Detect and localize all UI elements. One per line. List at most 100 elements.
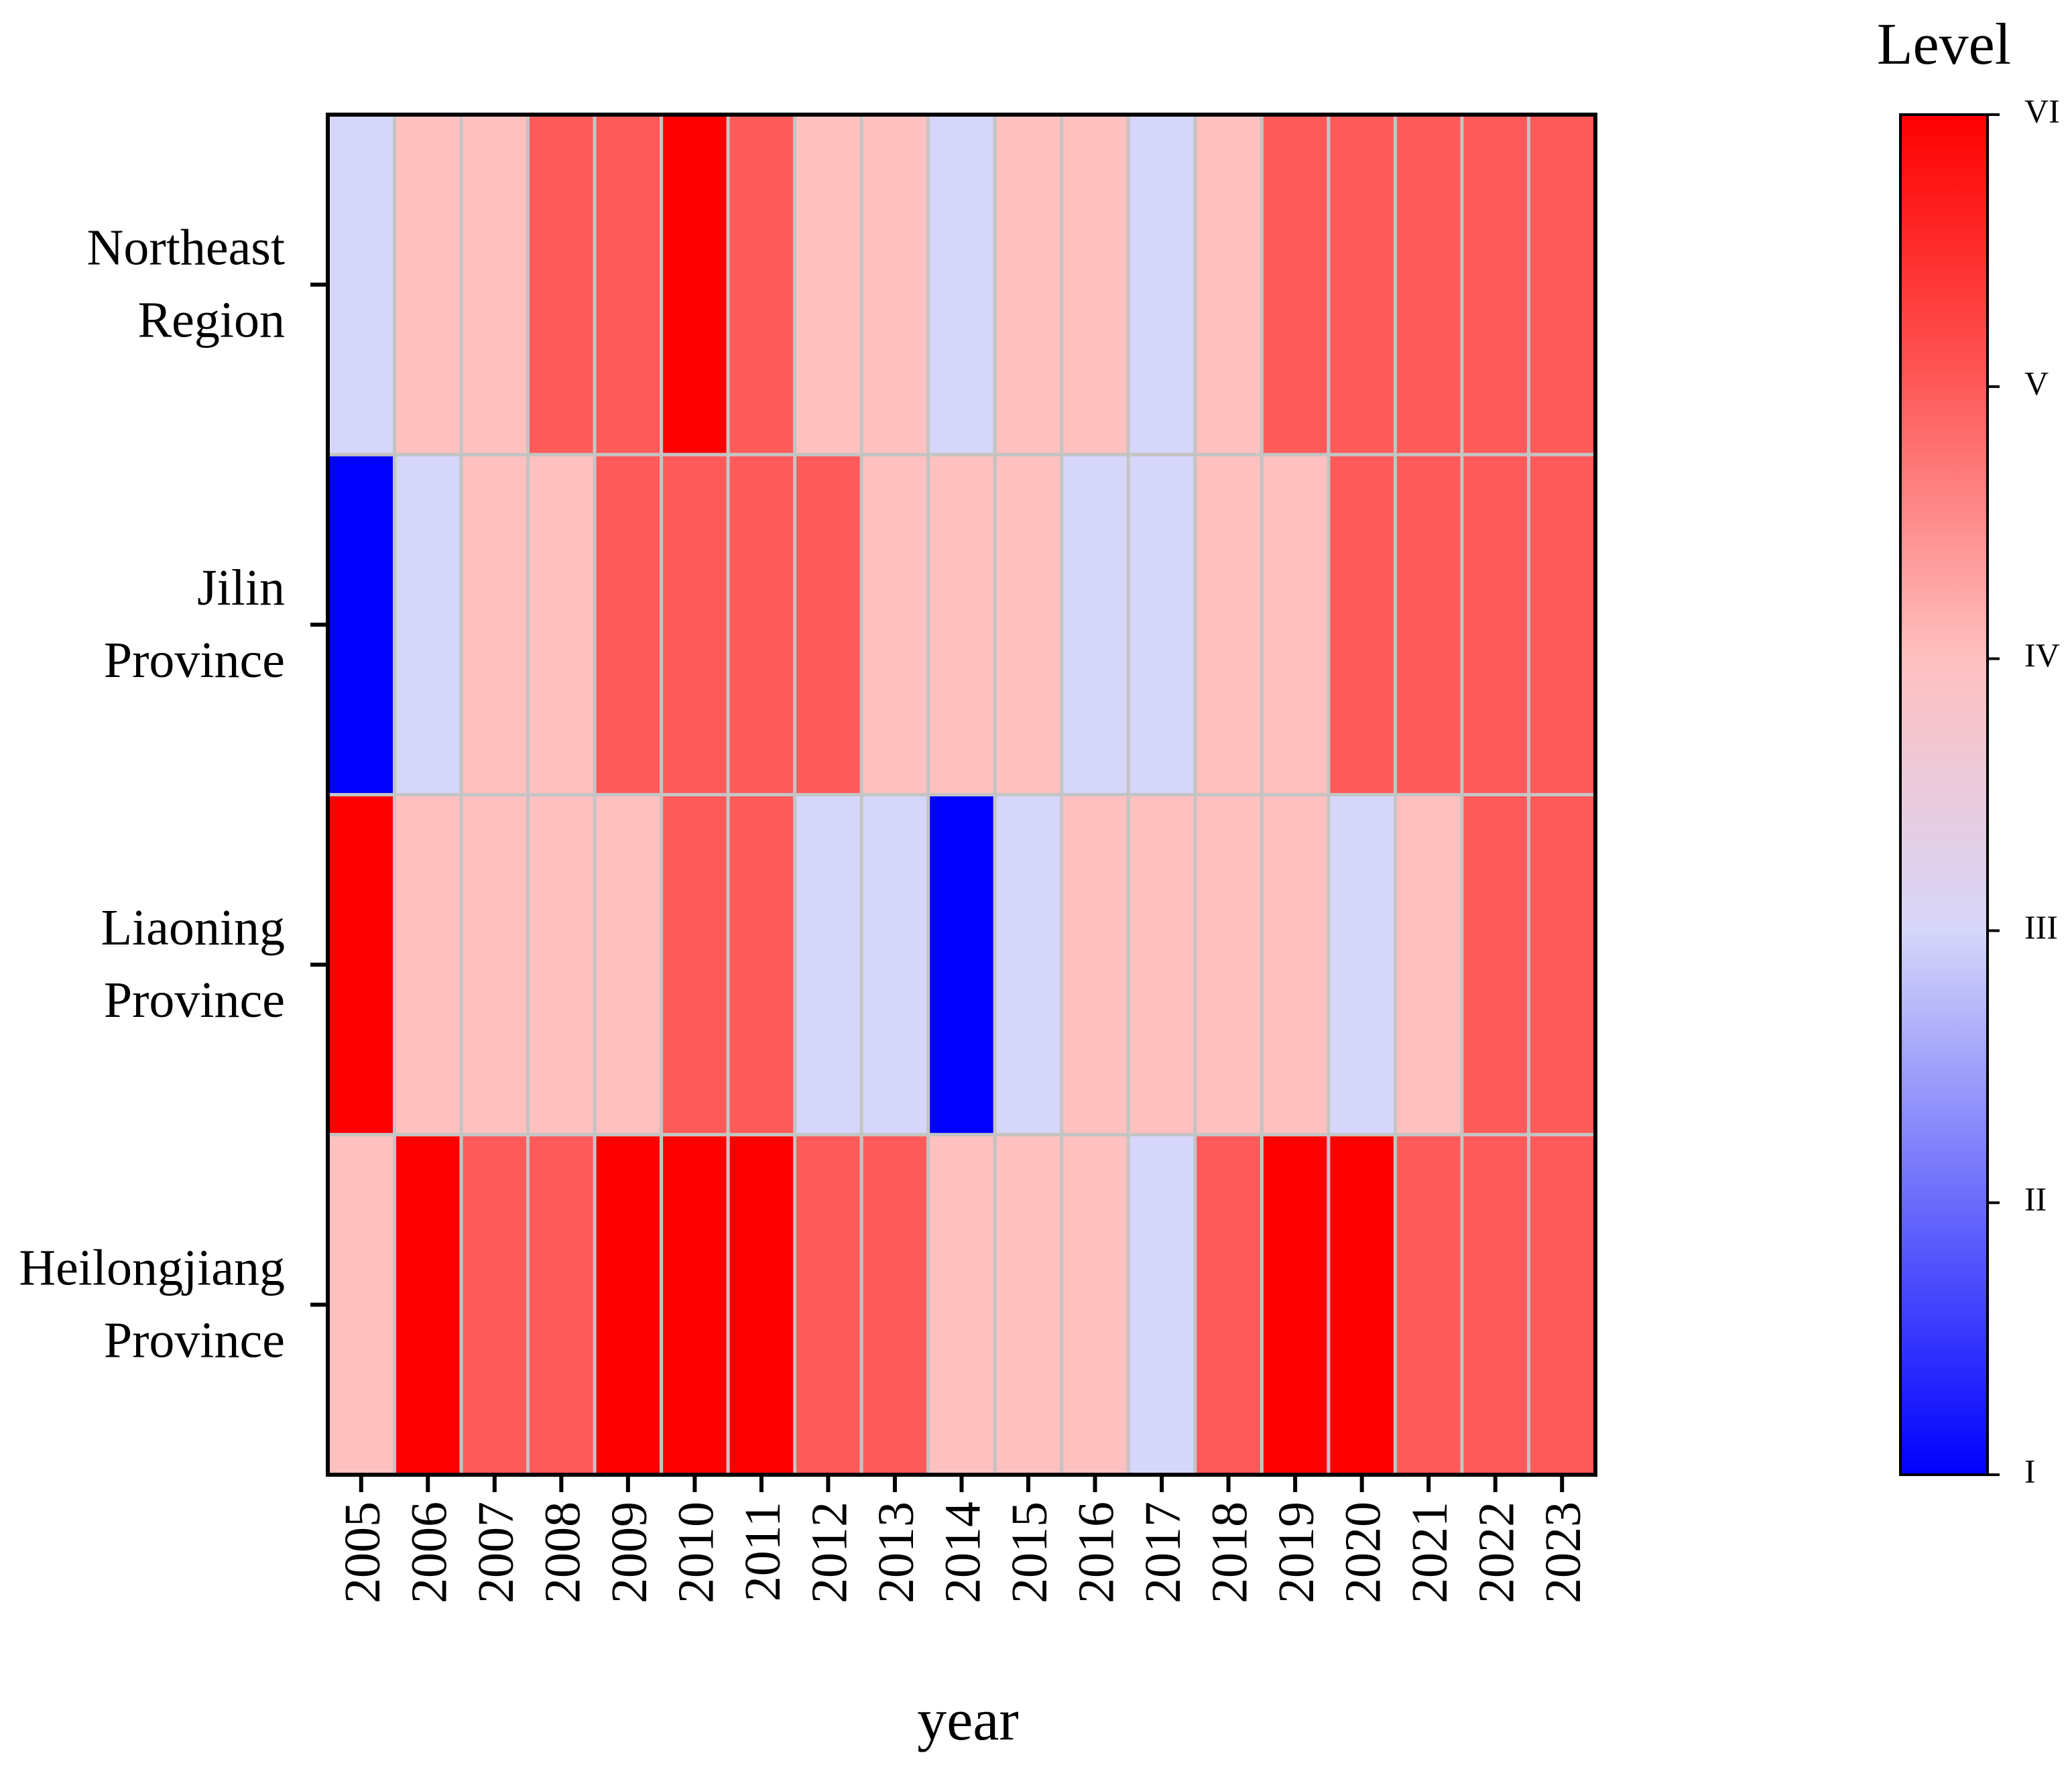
heatmap-cell [1526, 793, 1597, 1137]
x-tick-label: 2010 [668, 1502, 724, 1603]
heatmap-cell [926, 793, 997, 1137]
heatmap-cell [793, 452, 863, 796]
heatmap-cell [1260, 1133, 1331, 1477]
heatmap-cell [1526, 1133, 1597, 1477]
heatmap-cell [726, 452, 797, 796]
colorbar-tick-label: V [2024, 364, 2049, 402]
x-tick-label: 2008 [534, 1502, 591, 1603]
heatmap-cell [526, 113, 597, 456]
y-tick-label: Jilin [197, 560, 285, 616]
x-tick-label: 2018 [1202, 1502, 1258, 1603]
heatmap-cell [1327, 1133, 1397, 1477]
heatmap-cell [1060, 1133, 1130, 1477]
heatmap-cell [393, 1133, 463, 1477]
heatmap-cell [926, 113, 997, 456]
heatmap-cell [726, 1133, 797, 1477]
y-tick-label: Heilongjiang [19, 1239, 285, 1296]
heatmap-cell [459, 1133, 530, 1477]
heatmap-cell [1460, 452, 1530, 796]
colorbar-title: Level [1877, 12, 2011, 77]
colorbar [1899, 113, 1989, 1476]
x-tick-label: 2013 [868, 1502, 924, 1603]
heatmap-cell [459, 452, 530, 796]
y-tick-label: Province [104, 1312, 285, 1368]
heatmap-cell [660, 1133, 730, 1477]
x-axis-label: year [917, 1688, 1018, 1753]
x-tick-label: 2023 [1535, 1502, 1591, 1603]
heatmap-cell [993, 793, 1064, 1137]
heatmap-cell [660, 113, 730, 456]
x-tick-label: 2017 [1135, 1502, 1191, 1603]
heatmap-cell [1126, 793, 1197, 1137]
y-tick-label: Liaoning [101, 900, 285, 956]
heatmap-cell [726, 793, 797, 1137]
heatmap-cell [1193, 793, 1264, 1137]
heatmap-cell [1126, 113, 1197, 456]
heatmap-cell [393, 793, 463, 1137]
x-tick-label: 2015 [1001, 1502, 1058, 1603]
colorbar-tick-label: III [2024, 908, 2058, 946]
heatmap-cell [1393, 113, 1464, 456]
heatmap-cell [793, 1133, 863, 1477]
heatmap-cell [1327, 452, 1397, 796]
y-tick-label: Province [104, 632, 285, 688]
heatmap-cell [393, 113, 463, 456]
heatmap-cell [326, 1133, 397, 1477]
heatmap-cell [660, 793, 730, 1137]
heatmap-cell [1393, 1133, 1464, 1477]
heatmap-cell [859, 113, 930, 456]
heatmap-cell [726, 113, 797, 456]
x-tick-label: 2020 [1335, 1502, 1392, 1603]
y-tick-label: Province [104, 972, 285, 1028]
heatmap-cell [1126, 452, 1197, 796]
heatmap-cell [859, 452, 930, 796]
heatmap-cell [1260, 113, 1331, 456]
heatmap-cell [1193, 113, 1264, 456]
heatmap-cell [660, 452, 730, 796]
heatmap-cell [993, 452, 1064, 796]
colorbar-tick-label: I [2024, 1452, 2036, 1489]
heatmap-cell [1460, 1133, 1530, 1477]
colorbar-tick-label: II [2024, 1180, 2047, 1218]
heatmap-cell [326, 793, 397, 1137]
heatmap-cell [859, 793, 930, 1137]
heatmap-cell [326, 452, 397, 796]
heatmap-cell [1460, 113, 1530, 456]
heatmap-cell [1460, 793, 1530, 1137]
x-tick-label: 2012 [801, 1502, 857, 1603]
heatmap-cell [926, 452, 997, 796]
heatmap-cell [993, 113, 1064, 456]
heatmap-cell [1526, 452, 1597, 796]
heatmap-cell [593, 793, 664, 1137]
heatmap-cell [1193, 1133, 1264, 1477]
heatmap-cell [1260, 793, 1331, 1137]
heatmap-cell [526, 1133, 597, 1477]
heatmap-cell [593, 113, 664, 456]
heatmap-cell [1327, 113, 1397, 456]
y-tick-label: Northeast [87, 220, 285, 276]
heatmap-cell [326, 113, 397, 456]
x-tick-label: 2022 [1469, 1502, 1525, 1603]
colorbar-tick-label: IV [2024, 636, 2060, 674]
heatmap-cell [1193, 452, 1264, 796]
x-tick-label: 2014 [935, 1502, 991, 1603]
x-tick-label: 2016 [1069, 1502, 1125, 1603]
heatmap-cell [1260, 452, 1331, 796]
heatmap-cell [793, 793, 863, 1137]
heatmap-cell [459, 793, 530, 1137]
heatmap-cell [1126, 1133, 1197, 1477]
heatmap-cell [1393, 793, 1464, 1137]
heatmap-cell [926, 1133, 997, 1477]
heatmap-cell [1327, 793, 1397, 1137]
x-tick-label: 2021 [1402, 1502, 1458, 1603]
heatmap-cell [459, 113, 530, 456]
x-tick-label: 2019 [1268, 1502, 1325, 1603]
x-tick-label: 2005 [334, 1502, 391, 1603]
heatmap-cell [1060, 452, 1130, 796]
heatmap-cell [1393, 452, 1464, 796]
heatmap-cell [1060, 113, 1130, 456]
x-tick-label: 2007 [468, 1502, 524, 1603]
x-tick-label: 2009 [601, 1502, 658, 1603]
heatmap-cell [1526, 113, 1597, 456]
